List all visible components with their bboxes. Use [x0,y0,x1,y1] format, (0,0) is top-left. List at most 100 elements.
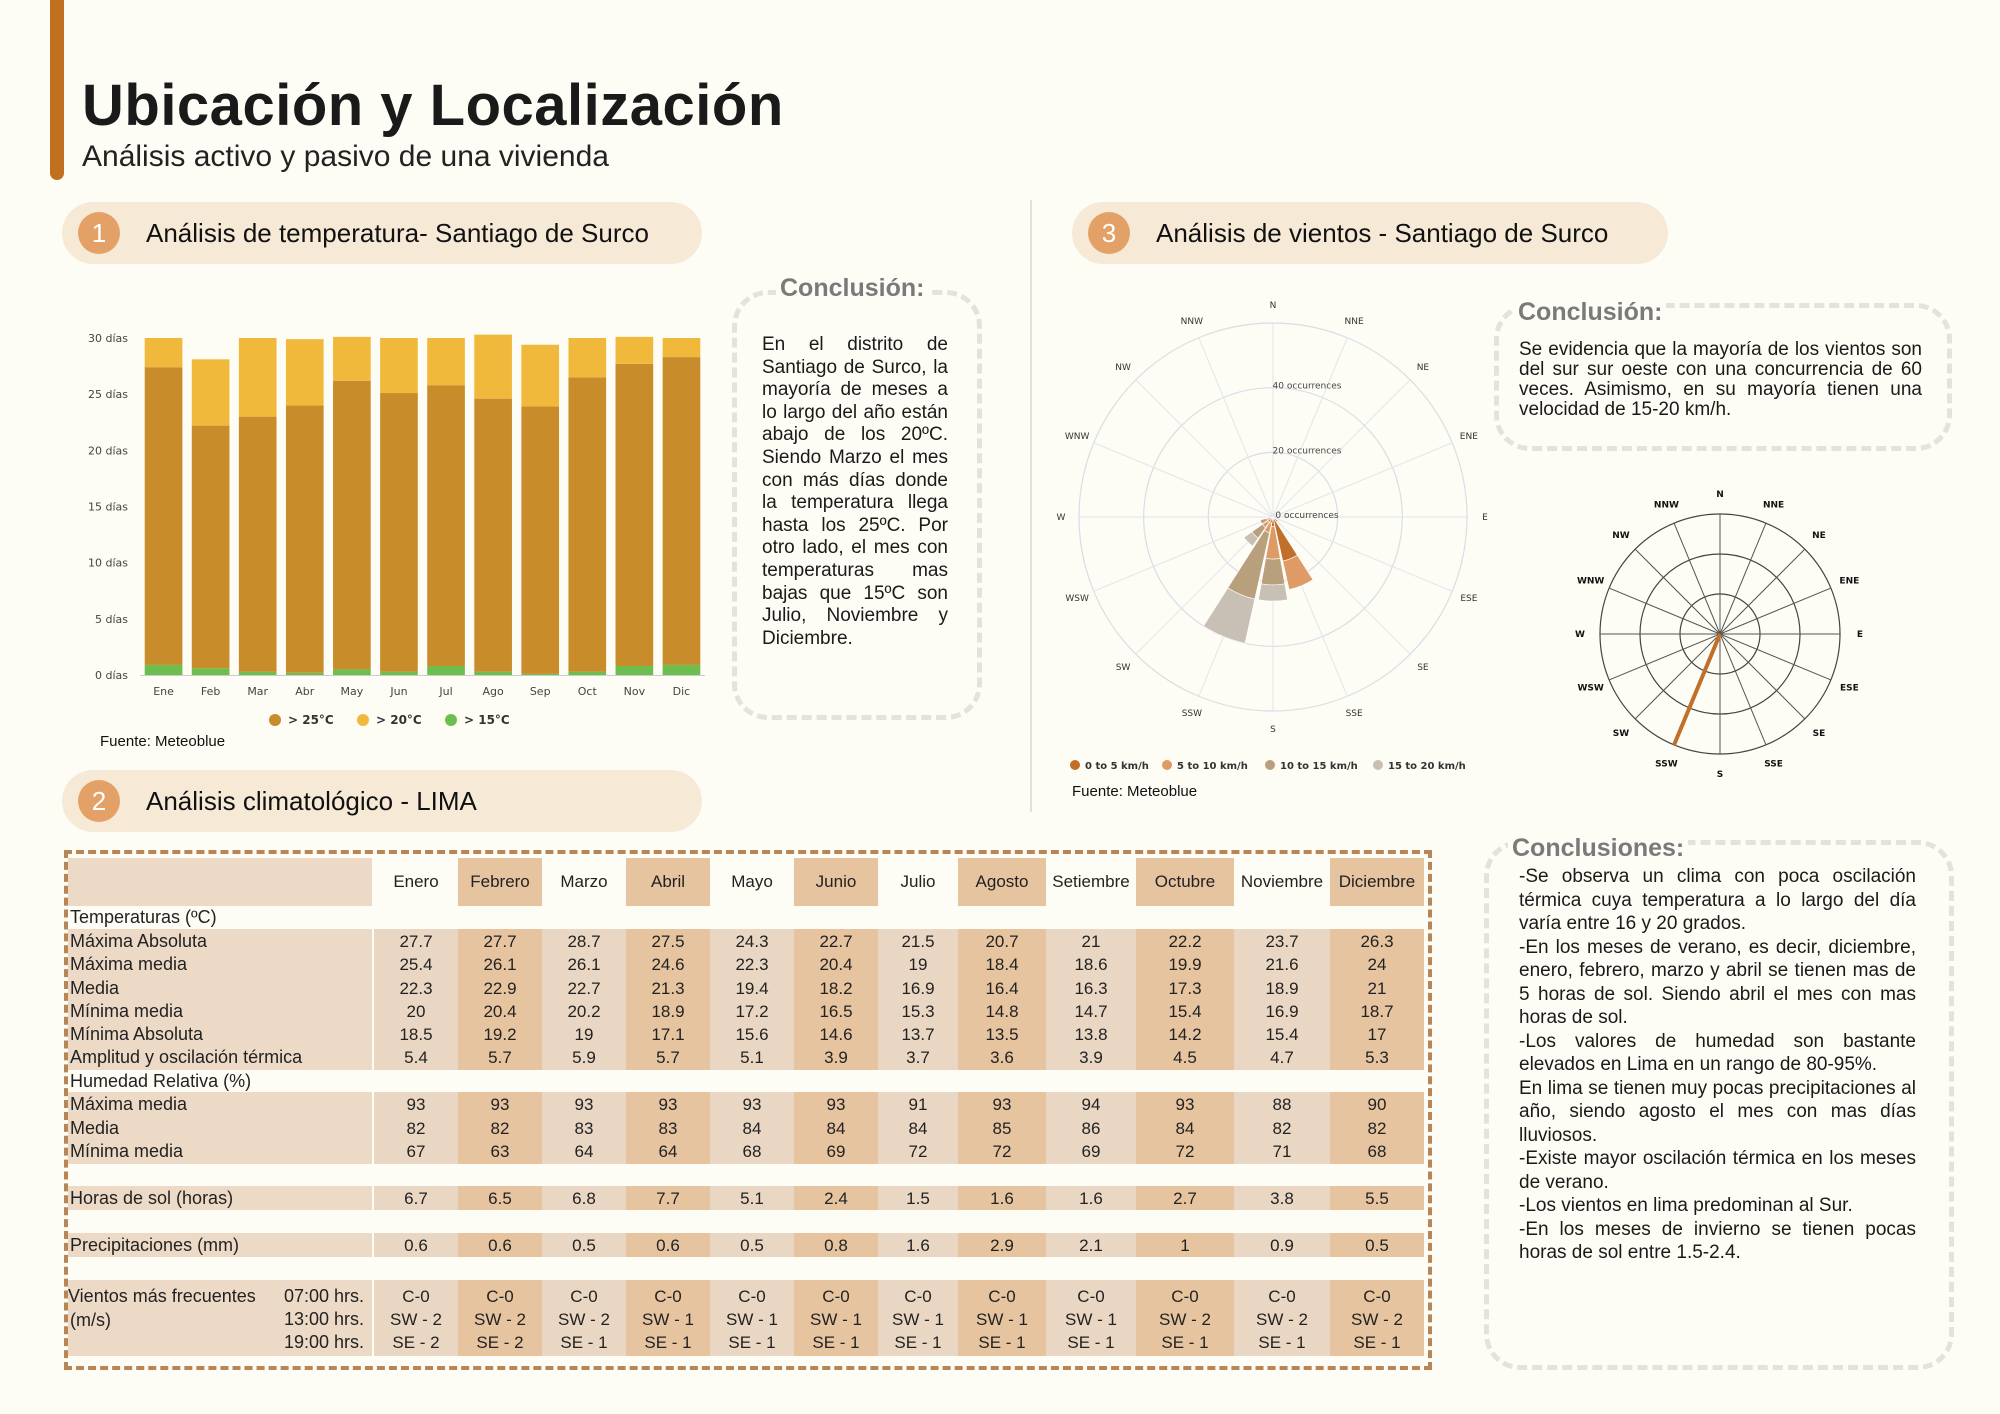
rose-spoke [1272,516,1411,655]
bar-segment [380,338,418,394]
rose-petal [1260,558,1286,586]
conclusion-item: -Existe mayor oscilación térmica en los … [1519,1148,1916,1193]
compass-direction-label: SSE [1764,759,1783,769]
y-tick-label: 15 días [88,501,128,514]
bar-segment [333,380,371,670]
bar-segment [285,339,324,406]
conclusion-item: -En los meses de invierno se tienen poca… [1519,1218,1916,1264]
compass-direction-label: N [1716,490,1724,500]
x-tick-label: Jul [438,685,452,698]
bar-segment [427,338,465,386]
rose-spoke [1272,379,1411,518]
conclusion-item: En lima se tienen muy pocas precipitacio… [1519,1077,1916,1146]
rose-spoke [1272,337,1348,518]
section-climate-header: 2 Análisis climatológico - LIMA [62,770,702,832]
compass-spoke [1719,587,1832,635]
bar-segment [427,385,465,667]
compass-direction-label: ENE [1839,576,1859,586]
legend-label: > 20°C [376,713,422,727]
compass-direction-label: E [1857,630,1863,640]
rose-direction-label: NW [1115,363,1131,373]
legend-label: 10 to 15 km/h [1280,761,1358,772]
compass-spoke [1608,633,1721,681]
rose-petal [1258,583,1288,602]
compass-spoke [1634,548,1721,635]
rose-ring-label: 0 occurrences [1275,511,1338,521]
bar-segment [662,357,701,665]
accent-bar [50,0,64,180]
x-tick-label: Feb [201,685,220,698]
compass-spoke [1719,548,1806,635]
rose-spoke [1272,442,1453,518]
page-subtitle: Análisis activo y pasivo de una vivienda [82,140,609,173]
rose-petal [1243,531,1259,547]
rose-direction-label: SE [1417,663,1429,673]
x-tick-label: Mar [247,685,268,698]
section-number-badge: 2 [78,780,120,822]
legend-marker [269,714,281,726]
bar-segment [474,398,512,672]
legend-label: > 25°C [288,713,334,727]
conclusion-item: -En los meses de verano, es decir, dicie… [1519,936,1916,1029]
compass-direction-label: W [1575,630,1585,640]
section-title: Análisis de vientos - Santiago de Surco [1156,217,1609,248]
x-tick-label: Oct [578,685,598,698]
legend-marker [1373,760,1383,770]
compass-direction-label: WSW [1577,684,1603,694]
rose-spoke [1093,516,1274,592]
x-tick-label: Jun [389,685,407,698]
conclusion-item: -Se observa un clima con poca oscilación… [1519,866,1916,934]
rose-petal [1282,554,1314,590]
compass-direction-label: NE [1812,531,1826,541]
bar-segment [568,338,607,378]
section-winds-header: 3 Análisis de vientos - Santiago de Surc… [1072,202,1668,264]
compass-spoke [1719,522,1767,635]
legend-marker [1162,760,1172,770]
compass-direction-label: NNE [1763,501,1784,511]
x-tick-label: Abr [295,685,315,698]
bar-segment [427,666,465,675]
bar-segment [238,338,277,417]
bar-segment [144,338,183,368]
section-title: Análisis de temperatura- Santiago de Sur… [146,217,649,248]
section-number-badge: 3 [1088,212,1130,254]
rose-spoke [1272,516,1453,592]
bar-segment [333,669,371,675]
temp-source: Fuente: Meteoblue [100,733,226,750]
vertical-divider [1030,200,1032,812]
x-tick-label: Dic [673,685,691,698]
compass-highlight-line [1672,633,1722,746]
rose-spoke [1198,337,1274,518]
bar-segment [144,664,183,675]
wind-conclusion-text: Se evidencia que la mayoría de los vient… [1519,339,1922,420]
rose-direction-label: S [1270,725,1276,735]
compass-spoke [1719,633,1767,746]
compass-direction-label: S [1717,770,1723,780]
rose-direction-label: SSW [1182,709,1202,719]
compass-direction-label: SE [1813,729,1826,739]
y-tick-label: 20 días [88,444,128,457]
rose-ring-label: 40 occurrences [1273,382,1342,392]
bar-segment [568,377,607,672]
compass-direction-label: ESE [1840,684,1859,694]
compass-direction-label: SW [1613,729,1629,739]
bar-segment [521,673,560,675]
wind-conclusion-box [1494,303,1952,451]
bar-segment [285,672,324,675]
bar-segment [615,336,654,364]
final-conclusions-title: Conclusiones: [1508,834,1689,863]
legend-marker [357,714,369,726]
bar-segment [615,666,654,675]
bar-segment [662,338,701,358]
compass-spoke [1719,633,1832,681]
conclusion-item: -Los valores de humedad son bastante ele… [1519,1030,1916,1076]
rose-spoke [1135,379,1274,518]
climate-table-frame [64,850,1432,1370]
x-tick-label: Sep [530,685,551,698]
conclusion-item: -Los vientos en lima predominan al Sur. [1519,1195,1853,1216]
rose-direction-label: WSW [1065,594,1089,604]
compass-spoke [1673,522,1721,635]
y-tick-label: 10 días [88,557,128,570]
compass-direction-label: SSW [1655,759,1678,769]
bar-segment [333,336,371,381]
